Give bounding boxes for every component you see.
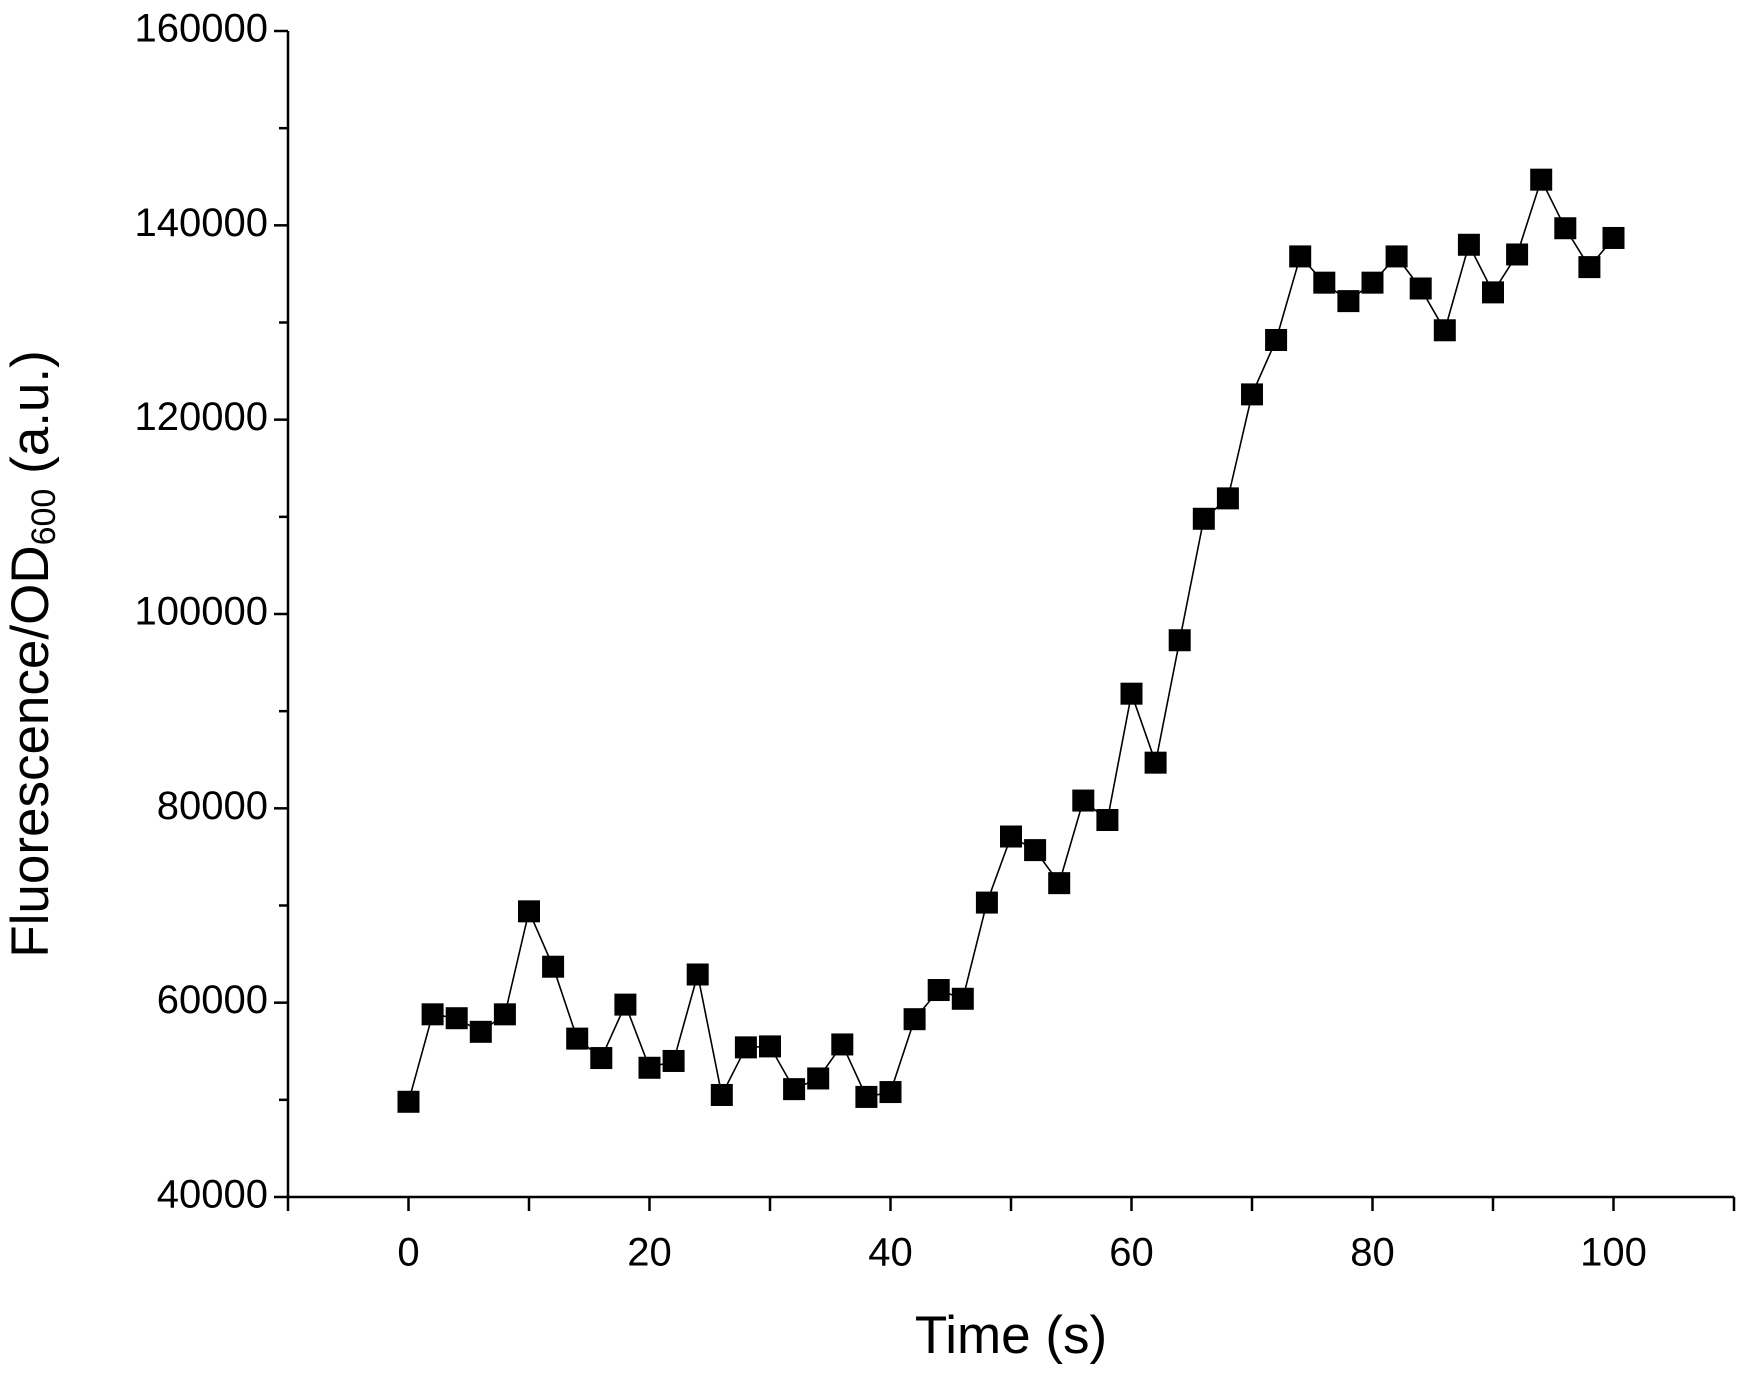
marker (1289, 245, 1312, 268)
x-tick-label: 100 (1580, 1231, 1647, 1275)
marker (1578, 256, 1601, 279)
marker (397, 1090, 420, 1113)
marker (542, 955, 565, 978)
series-line (407, 177, 1615, 1102)
marker (1120, 682, 1143, 705)
marker (686, 963, 709, 986)
marker (638, 1056, 661, 1079)
marker (783, 1078, 806, 1101)
y-axis-title-main: Fluorescence/OD (1, 545, 60, 957)
marker (1433, 319, 1456, 342)
marker (1024, 839, 1047, 862)
x-tick-label: 40 (868, 1231, 913, 1275)
marker (831, 1033, 854, 1056)
marker (1482, 281, 1504, 304)
marker (903, 1008, 926, 1031)
marker (807, 1067, 830, 1090)
marker (590, 1047, 613, 1070)
y-tick-label: 140000 (135, 201, 268, 245)
y-axis-title-subscript: 600 (25, 489, 63, 546)
marker (951, 987, 974, 1010)
marker (1048, 872, 1071, 895)
x-tick-label: 20 (627, 1231, 672, 1275)
y-tick-label: 40000 (157, 1173, 268, 1217)
marker (614, 993, 637, 1016)
x-tick-label: 0 (397, 1231, 419, 1275)
marker (493, 1003, 516, 1026)
marker (421, 1003, 444, 1026)
y-tick-label: 80000 (157, 784, 268, 828)
marker (1144, 751, 1167, 774)
marker (1457, 233, 1480, 256)
marker (566, 1027, 589, 1050)
y-tick-label: 120000 (135, 395, 268, 439)
marker (975, 891, 998, 914)
marker (1506, 243, 1529, 266)
marker (1192, 507, 1215, 530)
marker (927, 979, 950, 1002)
marker (1313, 271, 1336, 294)
marker (734, 1036, 757, 1059)
marker (710, 1083, 733, 1106)
marker (1530, 168, 1553, 191)
marker (1602, 226, 1625, 249)
y-tick-label: 60000 (157, 978, 268, 1022)
marker (1241, 383, 1263, 406)
x-axis-title: Time (s) (915, 1306, 1107, 1365)
marker (518, 900, 540, 923)
x-tick-label: 80 (1350, 1231, 1395, 1275)
marker (879, 1081, 902, 1104)
y-tick-label: 100000 (135, 590, 268, 634)
marker (469, 1020, 492, 1043)
marker (1216, 487, 1239, 510)
marker (662, 1049, 685, 1072)
marker (1385, 245, 1408, 268)
x-tick-label: 60 (1109, 1231, 1154, 1275)
y-axis-title: Fluorescence/OD600 (a.u.) (1, 350, 63, 958)
marker (855, 1085, 878, 1108)
marker (1265, 328, 1288, 351)
y-tick-label: 160000 (135, 7, 268, 51)
marker (1072, 789, 1095, 812)
marker (1168, 629, 1191, 652)
marker (1409, 277, 1432, 300)
marker (759, 1035, 781, 1058)
marker (1337, 290, 1360, 313)
marker (1554, 217, 1577, 240)
y-axis-title-suffix: (a.u.) (1, 350, 60, 488)
marker (1361, 271, 1384, 294)
marker (1000, 825, 1022, 848)
marker (445, 1007, 468, 1030)
marker (1096, 808, 1119, 831)
